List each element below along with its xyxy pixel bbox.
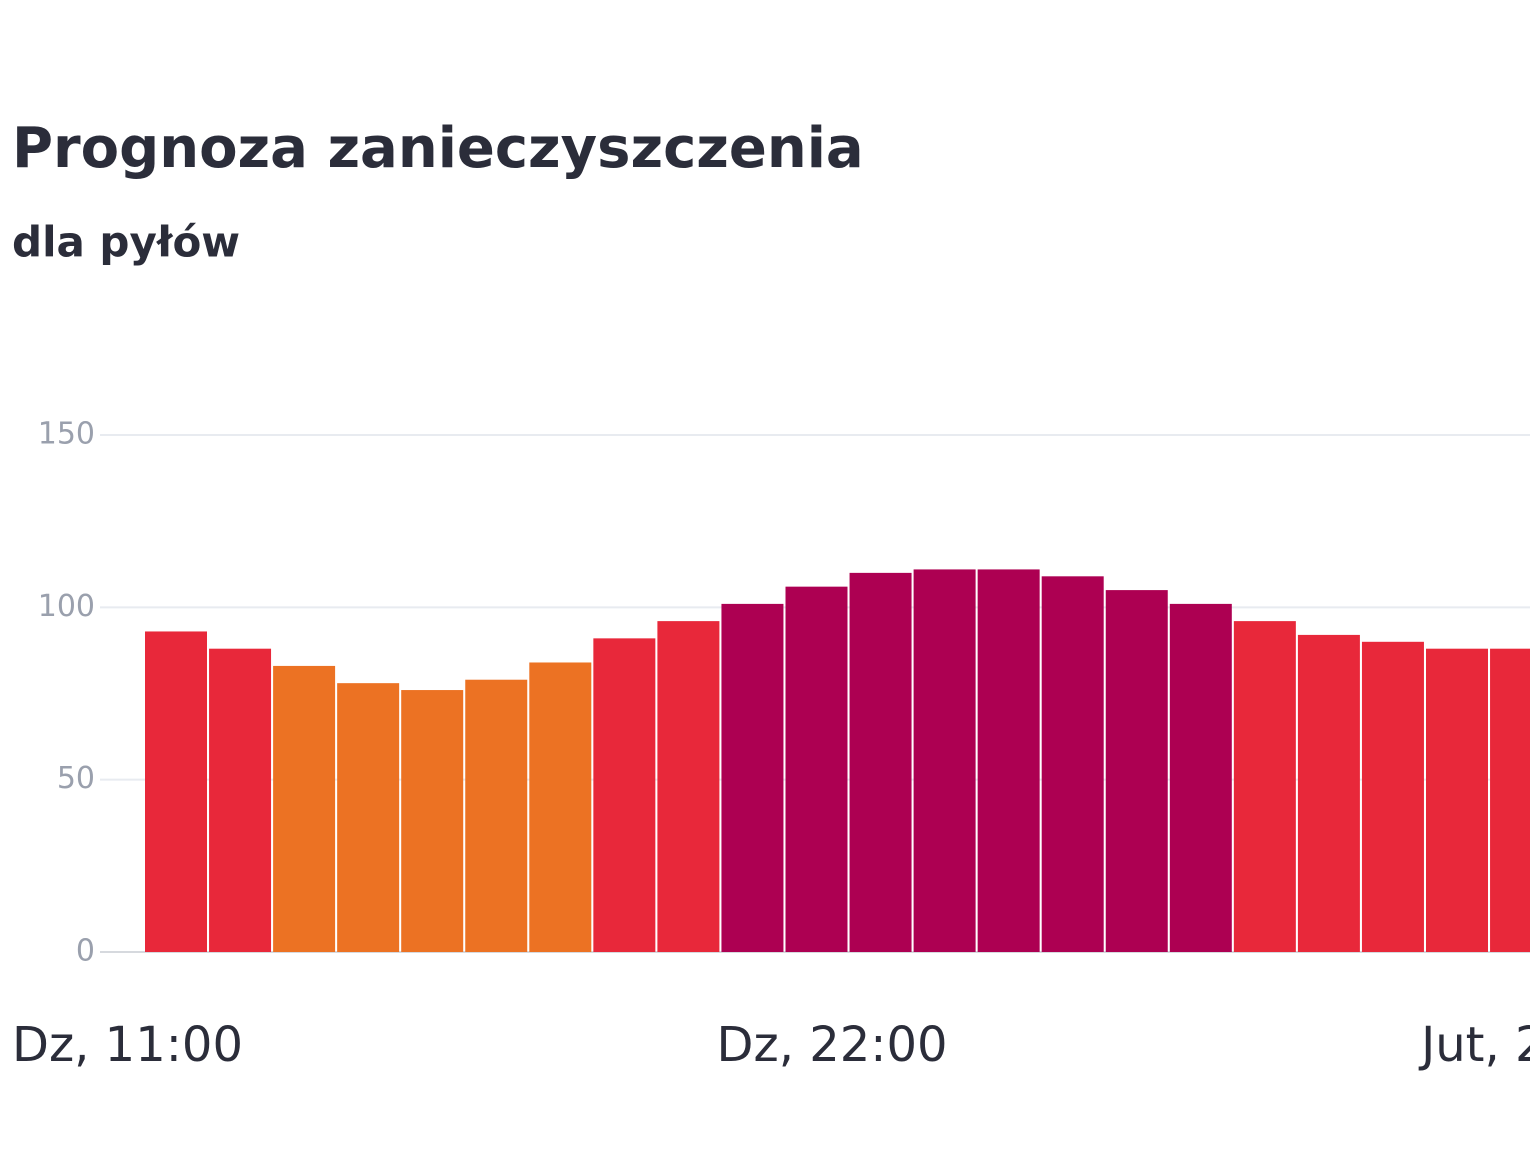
- bar: [465, 679, 528, 952]
- bar: [977, 569, 1040, 952]
- bar: [529, 662, 592, 952]
- bar: [145, 631, 207, 952]
- bar: [1361, 641, 1424, 952]
- bar: [593, 638, 656, 952]
- bar: [657, 621, 720, 952]
- bar: [785, 586, 848, 952]
- x-tick-label: Jut, 2: [1418, 1017, 1530, 1073]
- bar: [1041, 576, 1104, 952]
- bar: [1426, 648, 1488, 952]
- bar: [1169, 603, 1232, 952]
- bar: [1297, 634, 1360, 952]
- y-tick-label: 0: [76, 934, 95, 969]
- chart-subtitle: dla pyłów: [12, 218, 240, 267]
- bar: [913, 569, 976, 952]
- chart-title: Prognoza zanieczyszczenia: [12, 116, 864, 181]
- y-tick-label: 50: [57, 761, 95, 796]
- bar: [1490, 648, 1530, 952]
- bar: [209, 648, 272, 952]
- bar: [337, 683, 400, 952]
- x-tick-label: Dz, 11:00: [12, 1017, 243, 1073]
- x-tick-label: Dz, 22:00: [717, 1017, 948, 1073]
- bar: [721, 603, 784, 952]
- y-tick-label: 150: [38, 417, 95, 452]
- bar: [401, 690, 464, 952]
- bar: [273, 665, 336, 952]
- bar: [1233, 621, 1296, 952]
- bar: [1105, 590, 1168, 952]
- y-tick-label: 100: [38, 589, 95, 624]
- bar: [849, 572, 912, 952]
